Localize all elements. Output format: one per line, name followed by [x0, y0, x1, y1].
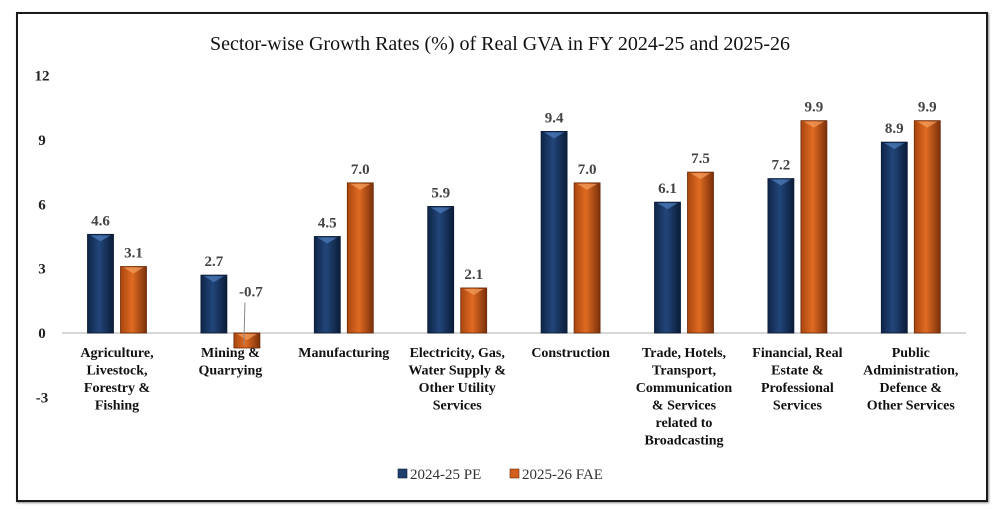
y-tick-label: 6	[38, 197, 46, 213]
bar-bevel	[430, 207, 451, 214]
bar-bevel	[577, 183, 598, 190]
legend-item: 2025-26 FAE	[509, 467, 603, 483]
data-label: 8.9	[885, 121, 904, 137]
x-axis-labels: Agriculture, Livestock, Forestry & Fishing M…	[80, 346, 958, 449]
bar-bevel	[463, 288, 484, 295]
data-label: 4.5	[318, 215, 337, 231]
bar-pe-2024-25	[313, 236, 341, 334]
category-label: Public Administration, Defence & Other Serv…	[863, 346, 958, 414]
y-tick-label: 12	[35, 69, 50, 85]
legend-label: 2025-26 FAE	[522, 467, 603, 483]
bar-bevel	[803, 121, 824, 128]
data-label: 3.1	[124, 246, 143, 262]
bar-bevel	[350, 183, 371, 190]
data-label: 9.9	[918, 100, 937, 116]
legend-label: 2024-25 PE	[410, 467, 481, 483]
legend-item: 2024-25 PE	[397, 467, 481, 483]
bar-bevel	[917, 121, 938, 128]
leader-line	[243, 302, 246, 346]
bar-pe-2024-25	[767, 178, 795, 334]
legend: 2024-25 PE 2025-26 FAE	[397, 467, 603, 483]
data-label: 6.1	[658, 181, 677, 197]
bar-pe-2024-25	[87, 233, 114, 334]
y-tick-label: 0	[38, 326, 46, 342]
y-tick-label: 9	[38, 133, 46, 149]
bar-bevel	[123, 267, 144, 274]
data-label: 4.6	[91, 213, 110, 229]
bar-bevel	[236, 334, 257, 340]
bar-fae-2025-26	[687, 171, 714, 334]
chart-title: Sector-wise Growth Rates (%) of Real GVA…	[210, 33, 790, 55]
bar-pe-2024-25	[427, 206, 455, 334]
category-label: Financial, Real Estate & Professional Servi…	[752, 346, 842, 414]
bar-bevel	[90, 235, 111, 242]
y-tick-label: -3	[36, 390, 49, 406]
bar-bevel	[544, 132, 565, 139]
bar-bevel	[884, 143, 905, 150]
category-label: Agriculture, Livestock, Forestry & Fishing	[80, 346, 153, 414]
bar-fae-2025-26	[573, 182, 601, 334]
legend-swatch	[397, 468, 408, 479]
y-tick-label: 3	[38, 262, 46, 278]
bar-bevel	[690, 173, 711, 180]
bar-fae-2025-26	[233, 332, 261, 349]
data-label: 7.0	[351, 162, 370, 178]
y-axis: 12 9 6 3 0 -3	[35, 69, 50, 407]
data-label: 7.0	[578, 162, 597, 178]
bar-pe-2024-25	[654, 201, 681, 334]
category-label: Construction	[531, 346, 610, 361]
bar-fae-2025-26	[913, 120, 941, 334]
data-label: 7.2	[772, 158, 791, 174]
data-label: 5.9	[431, 185, 450, 201]
bar-pe-2024-25	[540, 130, 568, 334]
bar-bevel	[317, 237, 338, 244]
bar-bevel	[770, 179, 791, 186]
category-label: Trade, Hotels, Transport, Communication & S…	[636, 346, 733, 449]
data-label: -0.7	[239, 285, 263, 301]
bar-bevel	[203, 276, 224, 283]
category-label: Mining & Quarrying	[199, 346, 263, 379]
bar-pe-2024-25	[200, 274, 228, 334]
bar-fae-2025-26	[460, 287, 488, 334]
bars-group: 4.6 3.1 2.7 -0.7 4.5 7.0 5.9 2.1 9.4 7.0 6.1 7.5 7.2…	[87, 100, 941, 349]
bar-fae-2025-26	[800, 120, 828, 334]
category-label: Manufacturing	[298, 346, 389, 361]
data-label: 2.1	[464, 267, 483, 283]
data-label: 2.7	[205, 254, 224, 270]
bar-fae-2025-26	[346, 182, 374, 334]
data-label: 9.9	[805, 100, 824, 116]
data-label: 7.5	[691, 151, 710, 167]
bar-pe-2024-25	[880, 141, 908, 334]
bar-bevel	[657, 203, 678, 210]
bar-fae-2025-26	[120, 266, 147, 334]
data-label: 9.4	[545, 110, 564, 126]
legend-swatch	[509, 468, 520, 479]
category-label: Electricity, Gas, Water Supply & Other Uti…	[408, 346, 506, 414]
